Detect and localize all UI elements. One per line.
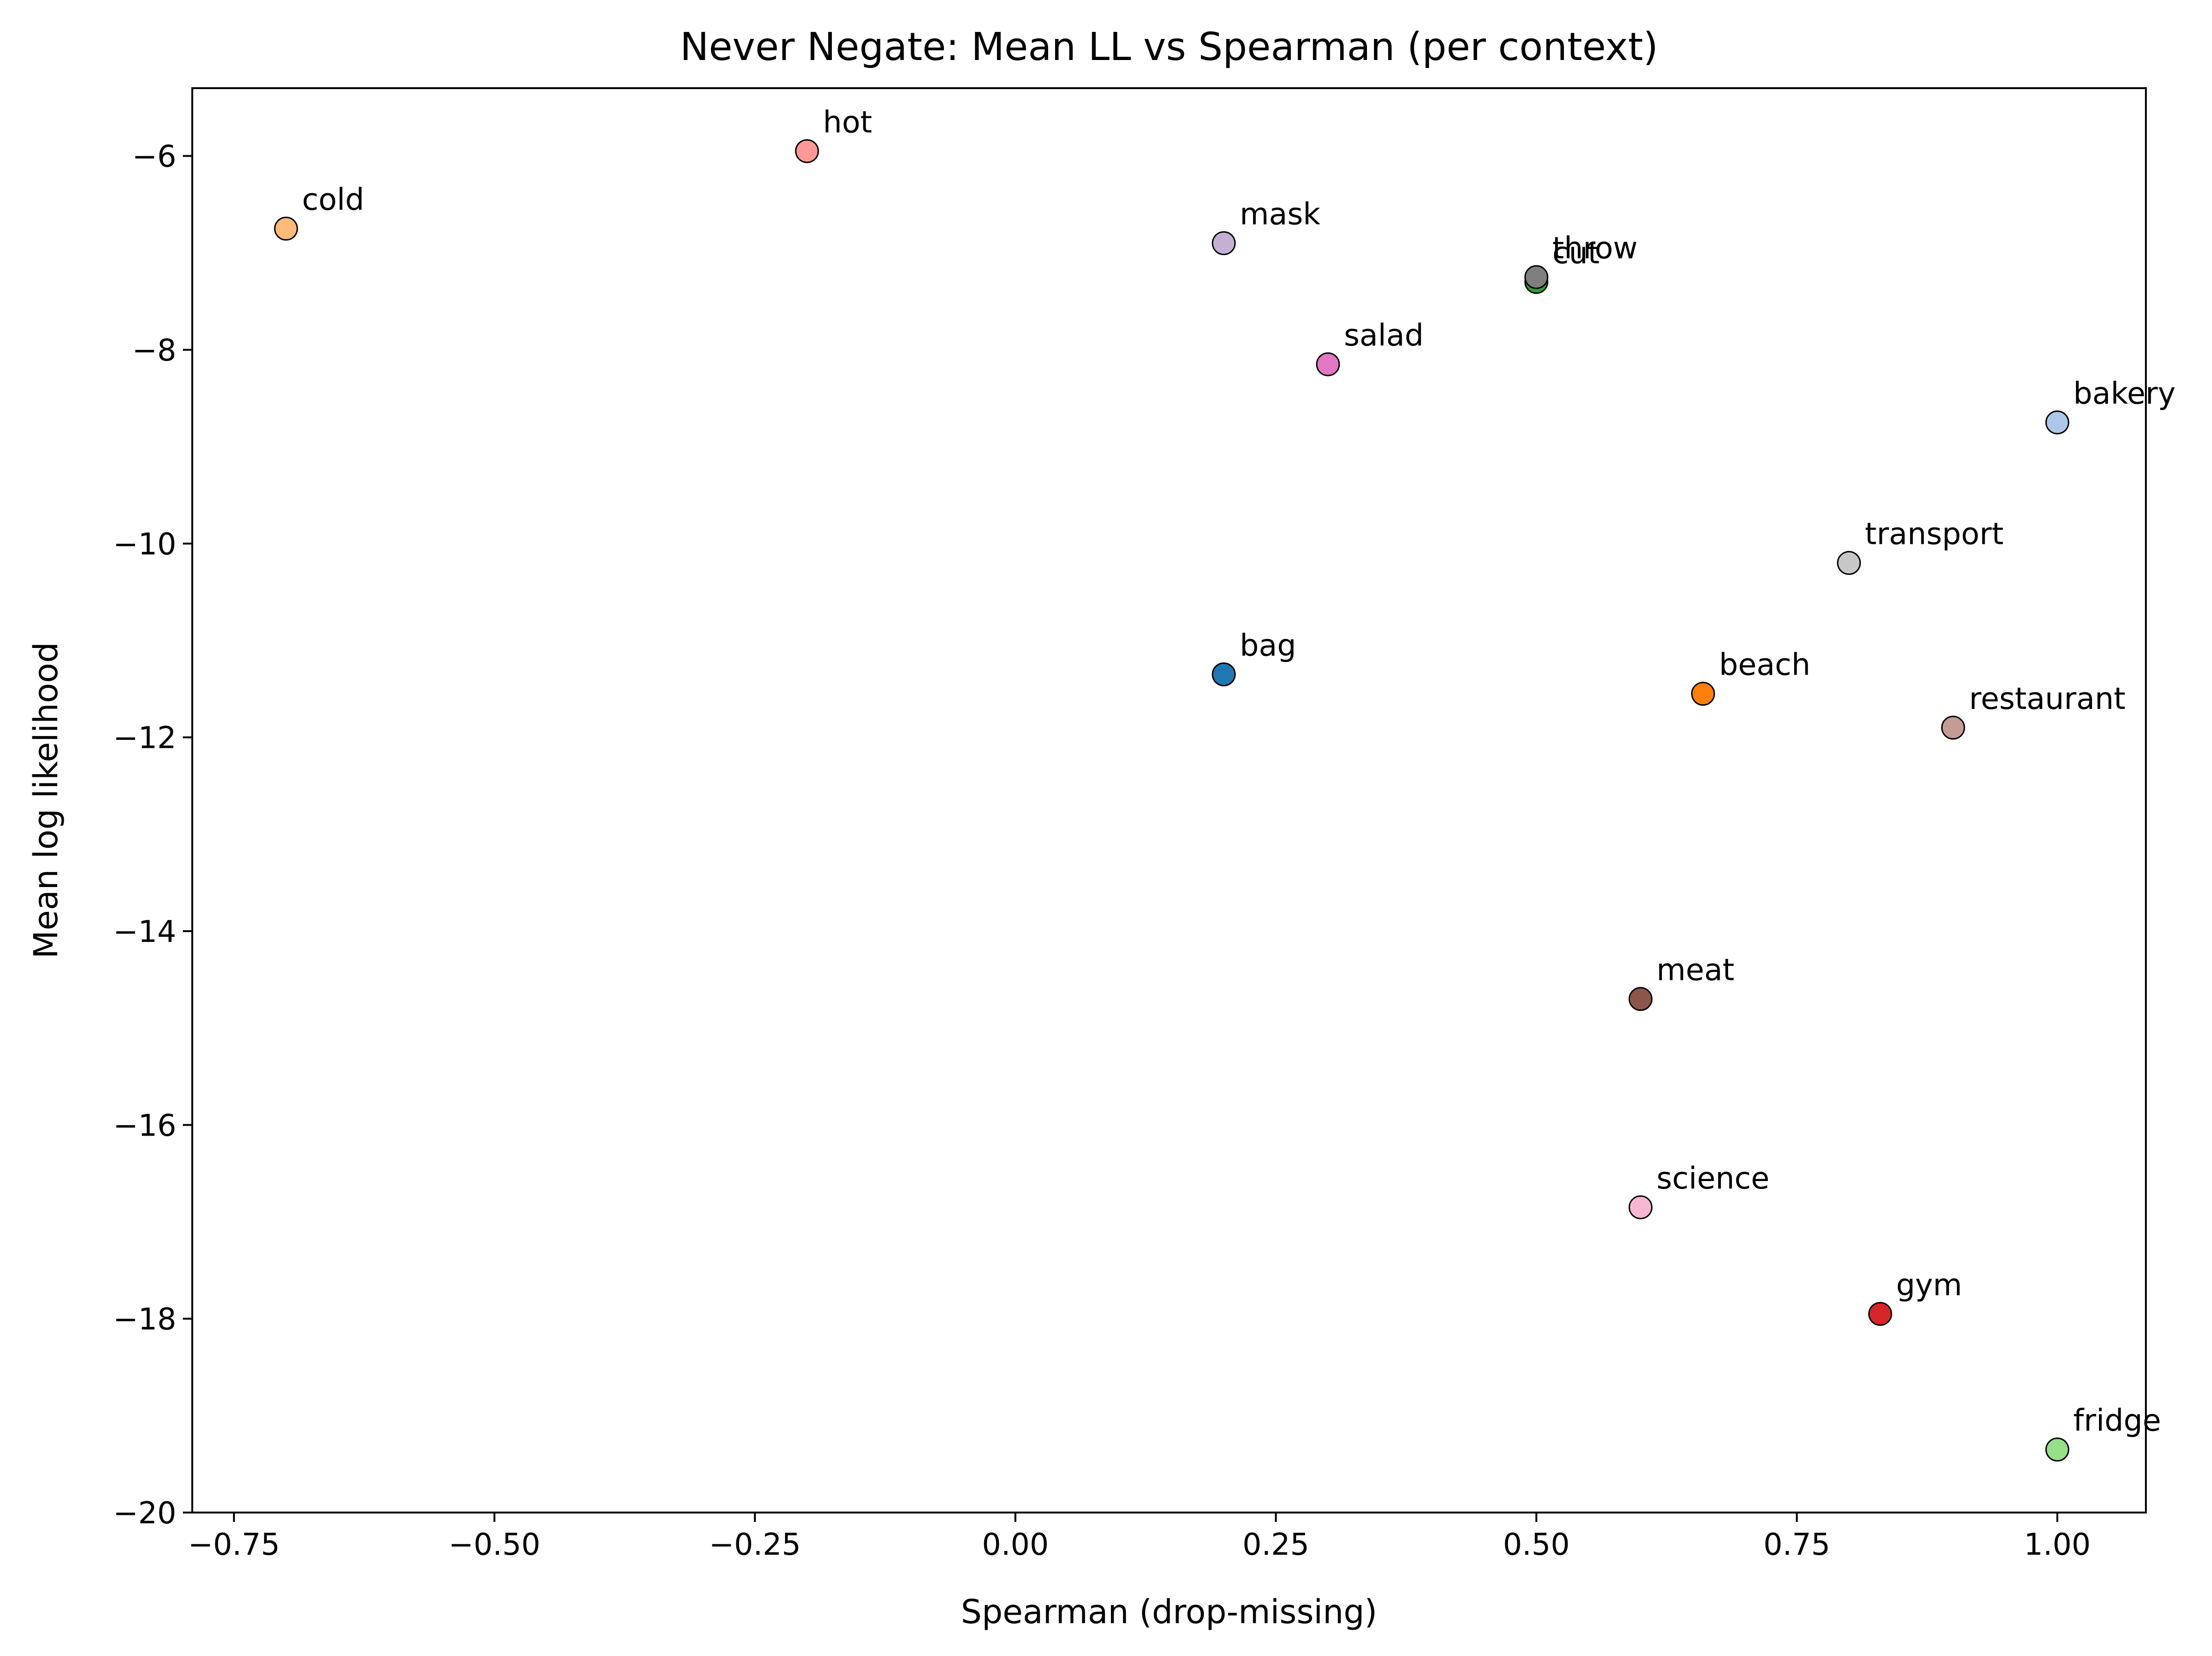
data-point-label-bag: bag: [1240, 628, 1296, 663]
data-point-transport: [1837, 551, 1861, 575]
x-tick-label: −0.25: [709, 1528, 801, 1562]
data-point-label-bakery: bakery: [2073, 376, 2175, 411]
x-tick-label: 0.50: [1503, 1528, 1570, 1562]
y-tick-label: −16: [113, 1108, 176, 1143]
y-tick-label: −12: [113, 721, 176, 756]
data-point-label-gym: gym: [1896, 1268, 1962, 1302]
x-tick-label: 0.25: [1242, 1528, 1309, 1562]
data-point-science: [1628, 1195, 1653, 1219]
data-point-label-cold: cold: [302, 183, 364, 218]
y-tick-label: −20: [113, 1496, 176, 1531]
data-point-label-fridge: fridge: [2073, 1404, 2161, 1438]
data-point-beach: [1691, 682, 1715, 706]
data-point-mask: [1212, 231, 1236, 256]
x-tick-label: 0.00: [982, 1528, 1049, 1562]
data-point-cold: [274, 217, 298, 241]
y-axis-label: Mean log likelihood: [27, 642, 65, 958]
data-point-bag: [1212, 662, 1236, 686]
y-tick-label: −18: [113, 1302, 176, 1337]
y-axis: −20 −18 −16 −14 −12 −10 −8 −6: [113, 140, 192, 1531]
data-point-bakery: [2045, 410, 2069, 435]
x-tick-label: −0.50: [448, 1528, 540, 1562]
data-point-fridge: [2045, 1438, 2069, 1462]
data-point-restaurant: [1941, 715, 1965, 740]
data-point-label-hot: hot: [823, 105, 872, 140]
x-tick-label: 0.75: [1763, 1528, 1830, 1562]
x-axis: −0.75 −0.50 −0.25 0.00 0.25 0.50 0.75 1.00: [188, 1513, 2091, 1562]
y-tick-label: −6: [132, 140, 176, 174]
x-tick-label: 1.00: [2024, 1528, 2091, 1562]
data-point-label-mask: mask: [1240, 197, 1321, 232]
y-tick-label: −14: [113, 915, 176, 949]
data-point-label-transport: transport: [1865, 517, 2004, 552]
y-tick-label: −10: [113, 527, 176, 562]
chart-title: Never Negate: Mean LL vs Spearman (per c…: [680, 25, 1658, 69]
data-point-label-meat: meat: [1656, 953, 1734, 988]
data-point-salad: [1316, 352, 1340, 376]
data-point-label-beach: beach: [1719, 648, 1811, 683]
y-tick-label: −8: [132, 333, 176, 368]
data-point-label-salad: salad: [1344, 318, 1424, 353]
data-point-hot: [795, 139, 819, 163]
data-point-meat: [1628, 987, 1653, 1011]
plot-frame: [191, 87, 2147, 1513]
data-point-label-throw: throw: [1552, 231, 1638, 266]
data-point-label-science: science: [1656, 1161, 1769, 1196]
data-point-label-restaurant: restaurant: [1969, 682, 2126, 716]
data-point-gym: [1868, 1302, 1892, 1326]
x-axis-label: Spearman (drop-missing): [961, 1593, 1377, 1631]
data-point-throw: [1524, 265, 1548, 289]
x-tick-label: −0.75: [188, 1528, 280, 1562]
data-point-label-cut: cut: [1552, 236, 1600, 271]
points-layer: [274, 139, 2069, 1462]
